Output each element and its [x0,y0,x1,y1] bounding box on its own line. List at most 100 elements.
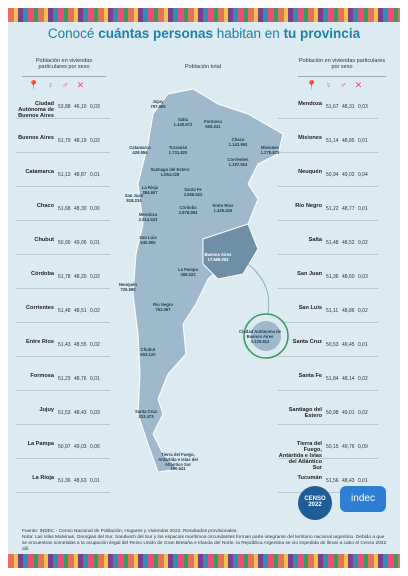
value-m: 48,14 [342,376,355,382]
province-name: La Pampa [27,441,54,447]
value-x: 0,02 [90,308,100,314]
infographic: Conocé cuántas personas habitan en tu pr… [8,8,400,568]
value-m: 48,20 [74,274,87,280]
row-divider [278,186,378,187]
value-m: 48,43 [342,478,355,484]
map-label-value: 797.955 [150,103,166,109]
map-label-name: La Pampa [178,267,198,272]
province-values: 51,36 48,63 0,01 [58,478,103,484]
map-label-value: 3.978.984 [178,209,198,215]
value-f: 51,78 [58,274,71,280]
map-label-name: Tucumán [168,145,188,150]
province-values: 51,11 48,86 0,02 [326,308,371,314]
map-label-value: 1.197.553 [228,161,248,167]
map-label-value: 540.905 [140,239,156,245]
value-f: 51,14 [326,138,339,144]
map-label-name: Córdoba [179,205,197,210]
province-name: Entre Ríos [26,339,54,345]
value-m: 48,19 [74,138,87,144]
map-label: Mendoza 2.014.533 [126,212,170,223]
map-label-value: 818.234 [126,197,142,203]
map-label: Jujuy 797.955 [136,99,180,110]
value-x: 0,03 [358,274,368,280]
value-f: 50,98 [326,410,339,416]
map-label: Chaco 1.142.963 [216,137,260,148]
map-label-value: 603.120 [140,351,156,357]
map-label-value: 606.041 [205,123,221,129]
value-m: 48,87 [74,172,87,178]
value-x: 0,03 [90,410,100,416]
row-divider [278,322,378,323]
province-name: Chubut [34,237,54,243]
value-f: 51,43 [58,342,71,348]
province-values: 50,90 49,06 0,01 [58,240,103,246]
map-label: Tierra del Fuego, Antártida e Islas del … [156,452,200,472]
value-m: 48,85 [342,138,355,144]
map-label-name: Formosa [204,119,222,124]
map-label-name: San Juan [124,193,144,198]
map-label-value: 190.641 [170,466,186,472]
province-values: 53,88 46,10 0,03 [58,104,103,110]
value-m: 49,02 [342,172,355,178]
value-m: 48,31 [342,104,355,110]
value-m: 48,43 [74,410,87,416]
province-values: 51,43 48,55 0,02 [58,342,103,348]
value-x: 0,01 [90,478,100,484]
row-divider [16,220,110,221]
province-values: 51,36 48,60 0,03 [326,274,371,280]
value-x: 0,02 [90,274,100,280]
map-label-value: 1.278.873 [260,149,280,155]
map-label: Corrientes 1.197.553 [216,157,260,168]
x-icon: ✕ [76,80,85,90]
map-shape [132,88,284,473]
map-label-name: Mendoza [139,212,157,217]
value-f: 51,48 [58,308,71,314]
map-label-value: 1.426.426 [213,207,233,213]
male-icon: ♂ [61,80,69,90]
value-x: 0,06 [90,444,100,450]
male-icon: ♂ [339,80,347,90]
value-f: 50,53 [326,342,339,348]
province-name: San Juan [297,271,322,277]
province-name: Chaco [36,203,54,209]
title-part: Conocé [47,26,99,41]
caba-connector [247,263,270,315]
map-label: Santiago del Estero 1.054.028 [148,167,192,178]
row-divider [278,152,378,153]
map-label-name: Santa Cruz [135,409,157,414]
row-divider [278,220,378,221]
value-f: 51,56 [326,478,339,484]
value-x: 0,02 [358,308,368,314]
map-label-name: Catamarca [129,145,151,150]
map-label-name: Tierra del Fuego, Antártida e Islas del … [158,452,198,467]
map-label-value: 333.473 [138,413,154,419]
map-label-value: 429.556 [132,149,148,155]
map-label-value: 762.067 [155,306,171,312]
province-name: Neuquén [298,169,322,175]
map-label: Misiones 1.278.873 [248,145,292,156]
map-label-name: Neuquén [119,282,137,287]
map-label: Ciudad Autónoma de Buenos Aires 3.120.612 [238,329,282,344]
value-m: 48,51 [74,308,87,314]
map-label: La Pampa 366.022 [166,267,210,278]
pin-icon: 📍 [306,80,318,90]
footer: Fuente: INDEC - Censo Nacional de Poblac… [22,529,388,553]
row-divider [278,288,378,289]
row-divider [278,356,378,357]
header-right: Población en viviendas particulares por … [298,58,386,70]
map-label-value: 384.607 [142,189,158,195]
map-label-value: 3.556.522 [183,191,203,197]
province-name: Formosa [30,373,54,379]
value-x: 0,00 [90,206,100,212]
value-f: 50,15 [326,444,339,450]
province-values: 51,79 48,19 0,02 [58,138,103,144]
map-label-name: Jujuy [152,99,164,104]
pin-icon: 📍 [28,80,40,90]
province-name: Mendoza [298,101,322,107]
row-divider [16,118,110,119]
row-divider [16,288,110,289]
decorative-border-top [8,8,400,22]
header-left: Población en viviendas particulares por … [35,58,93,70]
province-values: 51,67 48,31 0,03 [326,104,371,110]
row-divider [16,322,110,323]
